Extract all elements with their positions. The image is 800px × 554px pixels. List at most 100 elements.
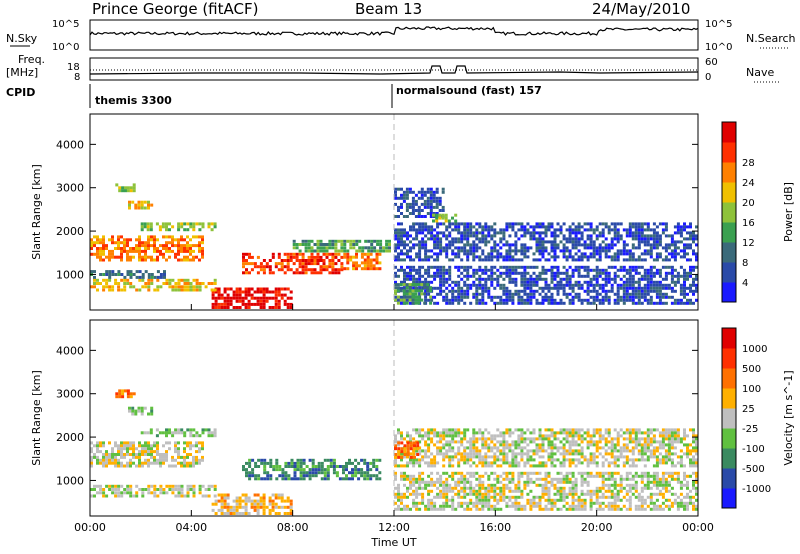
velocity-data-cell	[120, 494, 124, 498]
velocity-data-cell	[102, 464, 105, 468]
power-data-cell	[411, 199, 415, 203]
power-data-cell	[220, 306, 224, 309]
velocity-data-cell	[466, 480, 470, 484]
power-colorbar-tick: 16	[742, 218, 755, 229]
velocity-data-cell	[412, 452, 416, 456]
power-data-cell	[692, 280, 695, 284]
power-data-cell	[607, 274, 611, 278]
velocity-data-cell	[616, 489, 620, 493]
power-data-cell	[490, 295, 494, 299]
velocity-data-cell	[397, 483, 400, 487]
power-data-cell	[586, 234, 590, 238]
power-data-cell	[556, 301, 560, 305]
velocity-data-cell	[490, 446, 494, 450]
velocity-data-cell	[658, 504, 662, 508]
velocity-data-cell	[111, 491, 115, 495]
velocity-data-cell	[472, 504, 476, 508]
velocity-data-cell	[90, 494, 93, 498]
power-data-cell	[616, 231, 620, 235]
power-data-cell	[508, 258, 512, 262]
power-data-cell	[310, 268, 314, 272]
velocity-data-cell	[427, 443, 431, 447]
power-data-cell	[129, 273, 133, 276]
velocity-data-cell	[604, 443, 608, 447]
power-data-cell	[550, 271, 554, 275]
power-data-cell	[535, 298, 539, 302]
power-data-cell	[541, 222, 545, 226]
power-data-cell	[541, 286, 545, 290]
velocity-data-cell	[541, 464, 545, 468]
power-data-cell	[508, 265, 512, 269]
power-data-cell	[541, 240, 545, 244]
power-data-cell	[544, 271, 548, 275]
power-data-cell	[244, 296, 248, 300]
velocity-data-cell	[475, 477, 479, 481]
power-data-cell	[400, 187, 403, 191]
power-data-cell	[580, 298, 584, 302]
power-data-cell	[466, 252, 470, 256]
velocity-data-cell	[427, 501, 431, 505]
power-data-cell	[435, 213, 439, 217]
power-data-cell	[532, 231, 536, 235]
power-data-cell	[405, 289, 409, 293]
power-data-cell	[481, 283, 485, 287]
power-data-cell	[610, 240, 614, 244]
velocity-data-cell	[565, 434, 569, 438]
velocity-data-cell	[550, 483, 554, 487]
power-data-cell	[301, 252, 305, 256]
velocity-data-cell	[595, 489, 599, 493]
power-data-cell	[120, 273, 124, 276]
power-data-cell	[520, 225, 524, 229]
power-data-cell	[598, 255, 602, 259]
velocity-data-cell	[299, 474, 303, 478]
velocity-data-cell	[281, 477, 285, 481]
velocity-data-cell	[517, 440, 521, 444]
velocity-data-cell	[478, 495, 482, 499]
power-data-cell	[646, 292, 650, 296]
velocity-data-cell	[523, 461, 527, 465]
velocity-data-cell	[478, 461, 482, 465]
power-data-cell	[640, 240, 644, 244]
power-data-cell	[156, 278, 160, 282]
velocity-data-cell	[180, 488, 184, 491]
power-data-cell	[547, 252, 551, 256]
velocity-data-cell	[427, 504, 431, 508]
power-data-cell	[463, 234, 467, 238]
power-data-cell	[292, 255, 296, 259]
power-data-cell	[655, 246, 659, 250]
velocity-data-cell	[475, 483, 479, 487]
power-data-cell	[123, 249, 126, 253]
power-data-cell	[331, 252, 335, 256]
velocity-data-cell	[613, 501, 617, 505]
velocity-data-cell	[511, 480, 515, 484]
power-data-cell	[352, 264, 356, 268]
power-data-cell	[280, 265, 284, 269]
velocity-data-cell	[490, 471, 494, 475]
power-data-cell	[670, 249, 674, 253]
power-data-cell	[424, 252, 428, 256]
velocity-data-cell	[616, 504, 620, 508]
velocity-data-cell	[451, 486, 455, 490]
velocity-data-cell	[658, 489, 662, 493]
power-data-cell	[683, 255, 686, 259]
velocity-data-cell	[415, 480, 419, 484]
velocity-data-cell	[544, 464, 548, 468]
power-data-cell	[256, 265, 260, 269]
power-data-cell	[394, 228, 397, 232]
velocity-data-cell	[646, 483, 650, 487]
velocity-data-cell	[457, 483, 461, 487]
power-data-cell	[156, 238, 159, 242]
power-data-cell	[316, 259, 320, 262]
velocity-data-cell	[607, 483, 611, 487]
power-data-cell	[429, 202, 433, 206]
velocity-data-cell	[562, 480, 566, 484]
velocity-data-cell	[622, 486, 626, 490]
power-data-cell	[643, 283, 647, 287]
power-data-cell	[400, 243, 403, 247]
velocity-data-cell	[448, 443, 452, 447]
velocity-data-cell	[418, 428, 422, 432]
velocity-data-cell	[357, 471, 361, 475]
power-data-cell	[268, 268, 272, 272]
velocity-data-cell	[235, 496, 239, 500]
power-data-cell	[559, 231, 563, 235]
